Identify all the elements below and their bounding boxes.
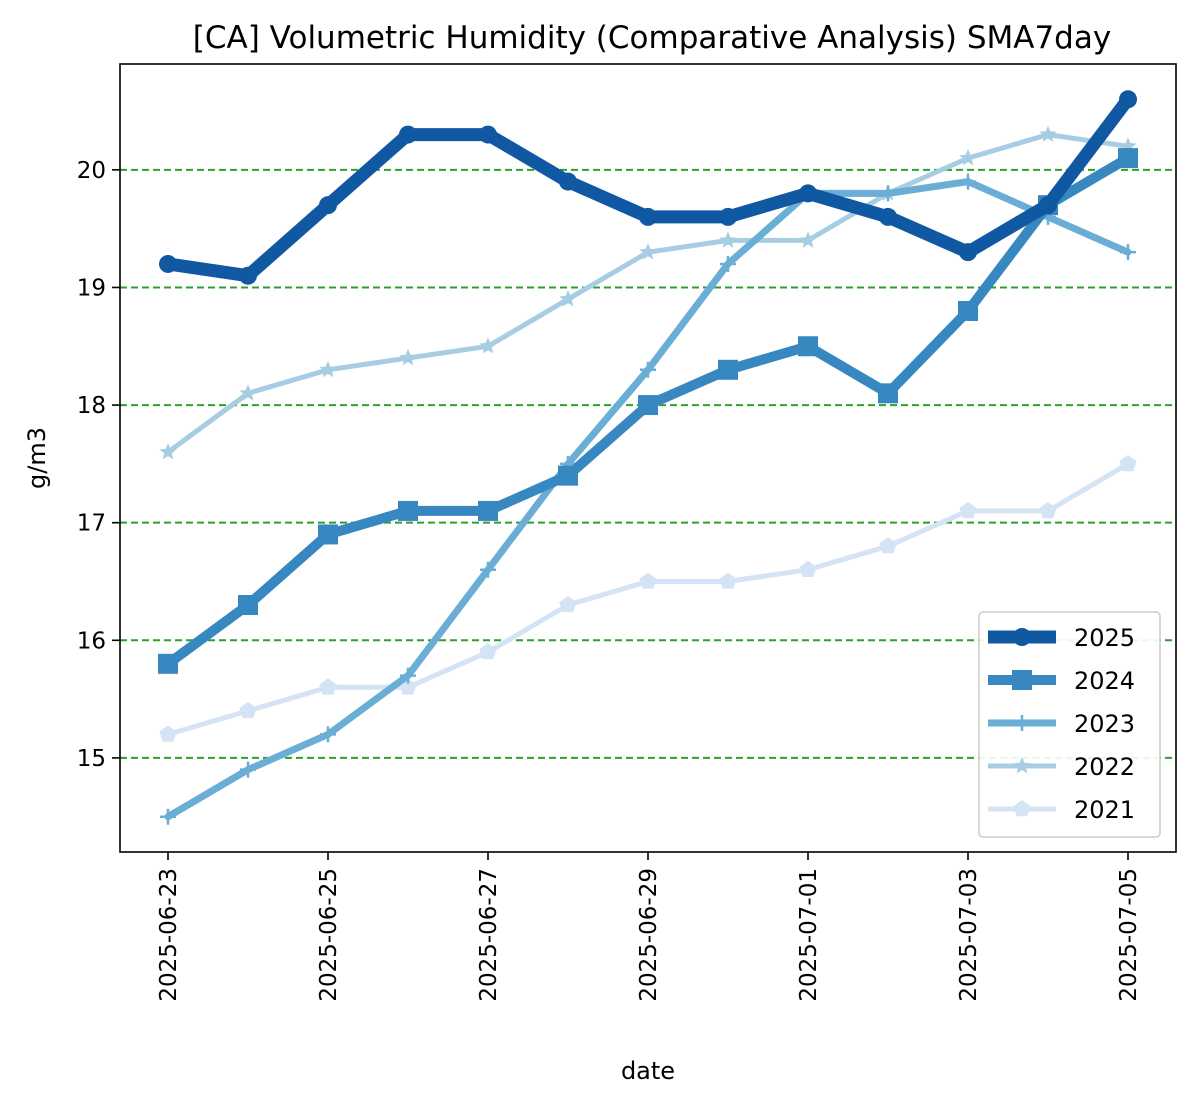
data-point xyxy=(718,359,738,380)
data-point xyxy=(319,678,337,695)
legend-marker xyxy=(1012,670,1032,690)
legend-box xyxy=(978,611,1161,838)
data-point xyxy=(720,255,736,272)
data-point xyxy=(159,443,177,460)
data-point xyxy=(239,384,257,401)
data-point xyxy=(1039,501,1057,519)
chart-title: [CA] Volumetric Humidity (Comparative An… xyxy=(193,20,1111,56)
data-point xyxy=(1039,125,1057,142)
data-point xyxy=(479,125,497,144)
data-point xyxy=(960,173,976,190)
legend-entry: 2021 xyxy=(988,796,1135,824)
x-tick-label: 2025-07-03 xyxy=(956,868,982,1002)
data-point xyxy=(559,290,577,307)
data-point xyxy=(400,667,416,684)
data-point xyxy=(638,395,658,416)
data-point xyxy=(880,185,896,202)
data-point xyxy=(1119,90,1137,109)
data-point xyxy=(639,243,657,260)
data-point xyxy=(639,207,657,226)
axes: 15 16 17 18 19 20 2025-06-23 2025-06-25 2025-06-… xyxy=(77,158,1142,1002)
y-tick-label: 16 xyxy=(77,628,106,654)
legend-marker xyxy=(1014,715,1030,731)
legend-label: 2025 xyxy=(1074,624,1135,652)
series-layer xyxy=(158,90,1138,825)
y-tick-label: 18 xyxy=(77,393,106,419)
legend-entry: 2023 xyxy=(988,710,1135,738)
legend-marker xyxy=(1013,757,1031,774)
data-point xyxy=(799,560,817,577)
data-point xyxy=(160,808,176,825)
data-point xyxy=(479,337,497,354)
legend-marker xyxy=(1013,800,1031,817)
series-2024 xyxy=(158,148,1138,674)
data-point xyxy=(799,231,817,248)
data-point xyxy=(799,184,817,203)
data-point xyxy=(478,500,498,521)
data-point xyxy=(319,360,337,378)
data-point xyxy=(1120,244,1136,261)
legend-label: 2024 xyxy=(1074,667,1135,695)
data-point xyxy=(559,172,577,191)
legend-entry: 2022 xyxy=(988,753,1135,781)
data-point xyxy=(719,207,737,226)
data-point xyxy=(399,349,417,366)
data-point xyxy=(639,572,657,589)
legend-entry: 2024 xyxy=(988,667,1135,695)
legend-label: 2021 xyxy=(1074,796,1135,824)
data-point xyxy=(719,231,737,248)
data-point xyxy=(1039,196,1057,215)
data-point xyxy=(1119,137,1137,154)
x-tick-label: 2025-06-29 xyxy=(636,868,662,1002)
y-tick-label: 17 xyxy=(77,511,106,537)
x-tick-label: 2025-06-25 xyxy=(316,868,342,1002)
data-point xyxy=(878,383,898,404)
y-tick-label: 15 xyxy=(77,746,106,772)
data-point xyxy=(239,701,257,719)
legend-label: 2022 xyxy=(1074,753,1135,781)
data-point xyxy=(159,725,177,742)
legend: 2025 2024 2023 2022 2021 xyxy=(978,611,1161,838)
data-point xyxy=(319,196,337,215)
data-point xyxy=(159,254,177,273)
legend-marker xyxy=(1013,628,1031,646)
data-point xyxy=(559,596,577,613)
data-point xyxy=(239,266,257,285)
legend-label: 2023 xyxy=(1074,710,1135,738)
data-point xyxy=(959,501,977,519)
data-point xyxy=(320,726,336,743)
y-tick-label: 20 xyxy=(77,158,106,184)
x-tick-label: 2025-06-27 xyxy=(476,868,502,1002)
data-point xyxy=(879,207,897,226)
data-point xyxy=(318,524,338,545)
x-tick-label: 2025-07-05 xyxy=(1116,868,1142,1002)
data-point xyxy=(959,149,977,166)
y-tick-label: 19 xyxy=(77,275,106,301)
data-point xyxy=(238,595,258,616)
data-point xyxy=(158,653,178,674)
data-point xyxy=(1119,454,1137,472)
x-axis-label: date xyxy=(621,1057,675,1085)
data-point xyxy=(1118,148,1138,169)
data-point xyxy=(879,537,897,554)
series-2025 xyxy=(159,90,1137,285)
data-point xyxy=(558,465,578,486)
data-point xyxy=(959,243,977,262)
y-axis-label: g/m3 xyxy=(23,427,51,489)
data-point xyxy=(719,572,737,589)
data-point xyxy=(240,761,256,778)
data-point xyxy=(399,125,417,144)
legend-entry: 2025 xyxy=(988,624,1135,652)
data-point xyxy=(798,336,818,357)
x-tick-label: 2025-07-01 xyxy=(796,868,822,1002)
data-point xyxy=(958,300,978,321)
data-point xyxy=(640,361,656,378)
data-point xyxy=(480,561,496,578)
x-tick-label: 2025-06-23 xyxy=(156,868,182,1002)
data-point xyxy=(479,643,497,660)
data-point xyxy=(398,500,418,521)
series-2022 xyxy=(159,125,1137,460)
